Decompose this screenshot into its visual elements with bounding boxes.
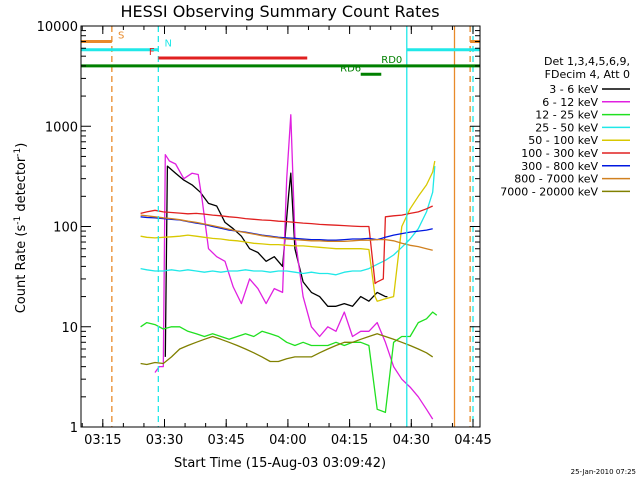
y-tick-label: 100 bbox=[53, 221, 78, 236]
flag-label-s: S bbox=[118, 31, 124, 42]
axis-layer: 03:15 03:30 03:45 04:00 04:15 04:30 04:45 1 10 10… bbox=[37, 20, 492, 448]
series-line-12-25-kev bbox=[140, 311, 438, 414]
flag-label-rd6: RD6 bbox=[340, 63, 361, 74]
y-axis-label-main: Count Rate (s bbox=[14, 225, 29, 314]
series-line-50-100-kev bbox=[140, 160, 436, 302]
flag-label-n: N bbox=[165, 39, 172, 50]
flag-bar-layer: S NF RD0 RD6 bbox=[81, 31, 480, 76]
x-tick-label: 04:30 bbox=[393, 433, 430, 448]
x-tick-label: 03:30 bbox=[146, 433, 183, 448]
y-tick-label: 1 bbox=[70, 421, 78, 436]
x-tick-label: 04:00 bbox=[269, 433, 306, 448]
y-tick-label: 1000 bbox=[45, 120, 78, 135]
generation-timestamp: 25-Jan-2010 07:25 bbox=[571, 468, 636, 476]
y-axis-label-end: ) bbox=[14, 143, 29, 148]
y-axis-label: Count Rate (s-1 detector-1) bbox=[13, 143, 29, 314]
series-line-7000-20000-kev bbox=[140, 333, 434, 366]
legend-label-12-25-kev: 12 - 25 keV bbox=[535, 109, 598, 122]
chart-title: HESSI Observing Summary Count Rates bbox=[120, 2, 439, 21]
y-axis-label-sup2: -1 bbox=[13, 148, 23, 157]
x-axis-label: Start Time (15-Aug-03 03:09:42) bbox=[174, 456, 386, 471]
legend-label-7000-20000-kev: 7000 - 20000 keV bbox=[500, 185, 598, 198]
legend-label-25-50-kev: 25 - 50 keV bbox=[535, 121, 598, 134]
legend-header-2: FDecim 4, Att 0 bbox=[545, 68, 630, 81]
y-tick-label: 10 bbox=[61, 321, 78, 336]
series-layer bbox=[140, 114, 438, 420]
series-line-25-50-kev bbox=[140, 166, 436, 276]
series-line-800-7000-kev bbox=[140, 214, 433, 251]
x-tick-label: 03:45 bbox=[207, 433, 244, 448]
legend-label-800-7000-kev: 800 - 7000 keV bbox=[514, 173, 598, 186]
flag-label-rd0: RD0 bbox=[381, 55, 402, 66]
legend-label-50-100-kev: 50 - 100 keV bbox=[528, 134, 598, 147]
x-tick-label: 03:15 bbox=[84, 433, 121, 448]
y-tick-label: 10000 bbox=[37, 20, 78, 35]
legend-label-3-6-kev: 3 - 6 keV bbox=[549, 83, 598, 96]
legend-label-100-300-kev: 100 - 300 keV bbox=[521, 147, 598, 160]
legend-label-6-12-kev: 6 - 12 keV bbox=[542, 96, 598, 109]
legend-header-1: Det 1,3,4,5,6,9, bbox=[544, 55, 630, 68]
x-tick-label: 04:15 bbox=[331, 433, 368, 448]
x-tick-label: 04:45 bbox=[454, 433, 491, 448]
series-line-6-12-kev bbox=[154, 114, 434, 420]
y-axis-label-sup1: -1 bbox=[13, 216, 23, 225]
legend: Det 1,3,4,5,6,9, FDecim 4, Att 0 3 - 6 k… bbox=[500, 55, 630, 198]
flag-label-f: F bbox=[149, 47, 155, 58]
y-axis-label-mid: detector bbox=[14, 156, 29, 216]
legend-label-300-800-kev: 300 - 800 keV bbox=[521, 160, 598, 173]
